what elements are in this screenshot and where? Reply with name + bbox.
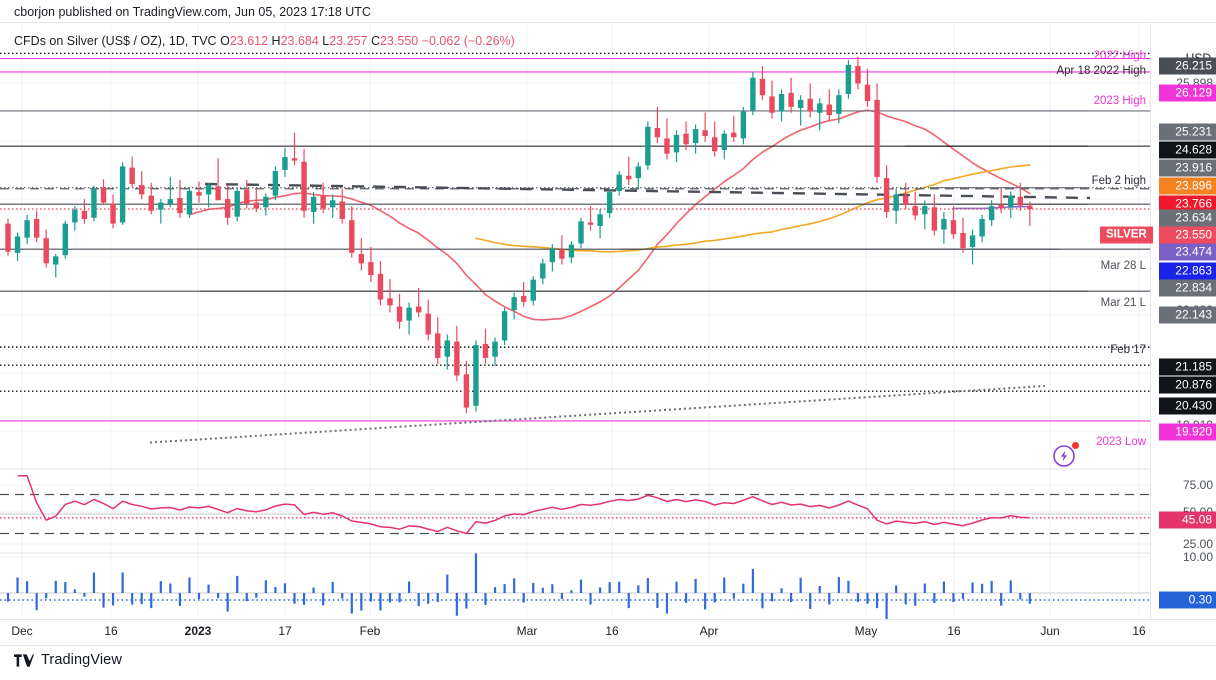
legend-open-key: O [220,34,230,48]
chart-canvas [0,23,1150,619]
rsi-axis-tick-0: 75.00 [1182,478,1213,492]
price-badge-22863: 22.863 [1159,262,1216,280]
tradingview-brand: TradingView [41,652,122,668]
time-axis-label-9: 16 [947,624,961,638]
price-badge-23896: 23.896 [1159,177,1216,195]
price-badge-21185: 21.185 [1159,358,1216,376]
price-badge-23766: 23.766 [1159,195,1216,213]
legend-open-value: 23.612 [229,34,269,48]
annotation-feb-2-high: Feb 2 high [1091,175,1146,187]
time-axis-label-4: Feb [359,624,381,638]
annotation-feb-17: Feb 17 [1110,344,1146,356]
price-badge-20430: 20.430 [1159,397,1216,415]
time-axis-label-1: 16 [104,624,118,638]
time-axis-label-6: 16 [605,624,619,638]
annotation-2023-high: 2023 High [1093,95,1146,107]
time-axis-label-5: Mar [516,624,538,638]
price-badge-25231: 25.231 [1159,123,1216,141]
tradingview-footer: TradingView [14,652,122,668]
annotation-mar-28-low: Mar 28 L [1100,260,1146,272]
tradingview-logo-icon [14,653,34,667]
price-badge-23916: 23.916 [1159,159,1216,177]
time-axis[interactable]: Dec 16 2023 17 Feb Mar 16 Apr May 16 Jun 16 [0,620,1216,646]
time-axis-label-7: Apr [699,624,719,638]
time-axis-label-10: Jun [1040,624,1060,638]
chart-plot-area[interactable] [0,23,1150,619]
price-axis[interactable]: USD 26.21525.89822.88819.91975.0050.0025… [1150,23,1216,619]
price-badge-22143: 22.143 [1159,306,1216,324]
price-badge-26129: 26.129 [1159,84,1216,102]
annotation-2022-high: 2022 High [1093,50,1146,62]
notification-dot [1072,442,1079,449]
time-axis-label-8: May [854,624,878,638]
price-badge-22834: 22.834 [1159,279,1216,297]
legend-symbol: CFDs on Silver (US$ / OZ), 1D, TVC [14,34,217,48]
annotation-apr-18-2022-high: Apr 18 2022 High [1056,65,1146,77]
rsi-badge-4508: 45.08 [1159,511,1216,529]
time-axis-label-3: 17 [278,624,292,638]
silver-price-tag: SILVER [1100,226,1153,244]
legend-close-value: 23.550 [379,34,419,48]
legend-change: −0.062 (−0.26%) [421,34,515,48]
price-badge-26215: 26.215 [1159,57,1216,75]
time-axis-label-2: 2023 [184,624,212,638]
rsi-axis-tick-2: 25.00 [1182,537,1213,551]
chart-frame: USD 26.21525.89822.88819.91975.0050.0025… [0,22,1216,620]
legend-low-key: L [322,34,330,48]
legend-high-value: 23.684 [280,34,319,48]
price-badge-23550: 23.550 [1159,226,1216,244]
time-axis-label-0: Dec [11,624,33,638]
annotation-mar-21-low: Mar 21 L [1100,297,1146,309]
publish-info: cborjon published on TradingView.com, Ju… [14,5,371,19]
price-badge-24628: 24.628 [1159,141,1216,159]
price-badge-19920: 19.920 [1159,423,1216,441]
legend-close-key: C [370,34,380,48]
lightning-bolt-icon[interactable] [1052,442,1079,469]
price-badge-23474: 23.474 [1159,243,1216,261]
volume-axis-tick-0: 10.00 [1182,550,1213,564]
price-badge-23634: 23.634 [1159,209,1216,227]
time-axis-label-11: 16 [1132,624,1146,638]
legend-low-value: 23.257 [329,34,368,48]
legend-high-key: H [271,34,281,48]
annotation-2023-low: 2023 Low [1096,436,1146,448]
volume-badge-030: 0.30 [1159,591,1216,609]
price-badge-20876: 20.876 [1159,376,1216,394]
chart-legend[interactable]: CFDs on Silver (US$ / OZ), 1D, TVC O23.6… [14,34,515,48]
